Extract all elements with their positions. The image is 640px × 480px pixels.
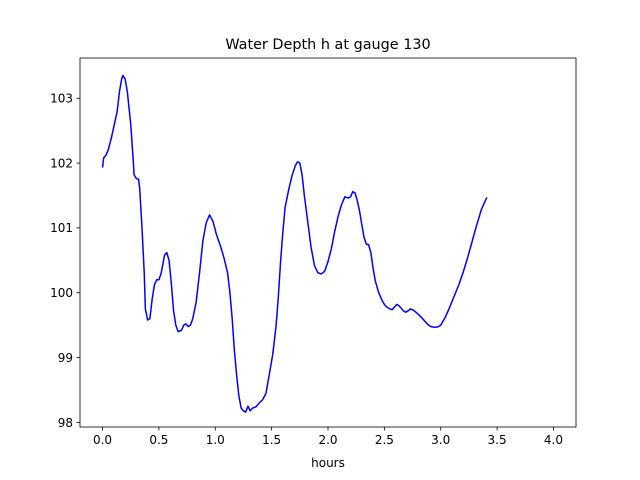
x-tick-label: 0.5 xyxy=(149,433,168,447)
x-axis: 0.0 0.5 1.0 1.5 2.0 2.5 3.0 3.5 4.0 xyxy=(93,427,563,447)
x-tick-label: 4.0 xyxy=(544,433,563,447)
y-tick-label: 98 xyxy=(58,416,73,430)
y-tick-label: 100 xyxy=(50,286,73,300)
x-tick-label: 1.0 xyxy=(206,433,225,447)
x-axis-label: hours xyxy=(311,456,345,470)
x-tick-label: 0.0 xyxy=(93,433,112,447)
y-tick-label: 101 xyxy=(50,221,73,235)
y-axis: 98 99 100 101 102 103 xyxy=(50,92,80,430)
plot-area xyxy=(80,58,576,427)
y-tick-label: 102 xyxy=(50,156,73,170)
x-tick-label: 3.0 xyxy=(431,433,450,447)
y-tick-label: 99 xyxy=(58,351,73,365)
x-tick-label: 2.5 xyxy=(375,433,394,447)
series-line-0 xyxy=(101,74,488,413)
x-tick-label: 2.0 xyxy=(318,433,337,447)
x-tick-label: 3.5 xyxy=(488,433,507,447)
chart-title: Water Depth h at gauge 130 xyxy=(225,37,430,53)
x-tick-label: 1.5 xyxy=(262,433,281,447)
y-tick-label: 103 xyxy=(50,92,73,106)
series-layer xyxy=(101,74,488,413)
